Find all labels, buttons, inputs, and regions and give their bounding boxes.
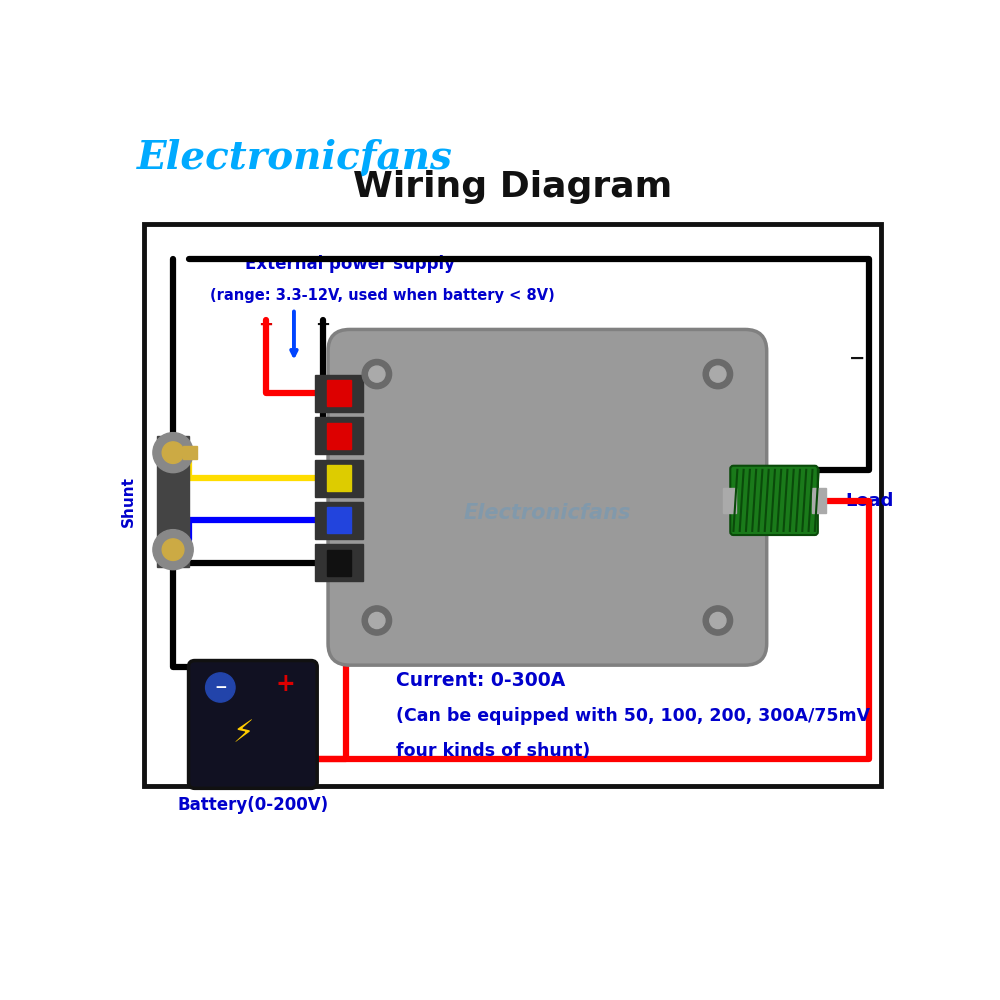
- FancyBboxPatch shape: [730, 466, 818, 535]
- Text: Electronicfans: Electronicfans: [137, 139, 452, 177]
- Circle shape: [710, 366, 726, 382]
- Text: +: +: [259, 316, 274, 334]
- Bar: [749, 470, 778, 524]
- Circle shape: [362, 359, 392, 389]
- Text: (Can be equipped with 50, 100, 200, 300A/75mV: (Can be equipped with 50, 100, 200, 300A…: [396, 707, 870, 725]
- Text: ⚡: ⚡: [233, 719, 254, 748]
- Circle shape: [703, 359, 733, 389]
- Bar: [326, 465, 351, 491]
- Bar: [315, 544, 363, 581]
- Bar: [812, 488, 826, 513]
- Text: −: −: [214, 680, 227, 695]
- Text: +: +: [712, 492, 728, 511]
- Text: (range: 3.3-12V, used when battery < 8V): (range: 3.3-12V, used when battery < 8V): [210, 288, 555, 303]
- Circle shape: [710, 612, 726, 629]
- Text: +: +: [276, 672, 295, 696]
- Circle shape: [369, 366, 385, 382]
- Bar: [315, 460, 363, 497]
- Text: four kinds of shunt): four kinds of shunt): [396, 742, 590, 760]
- Text: Load: Load: [846, 492, 894, 510]
- Bar: [315, 502, 363, 539]
- Bar: [183, 446, 197, 459]
- Bar: [315, 417, 363, 454]
- Circle shape: [369, 612, 385, 629]
- Bar: [326, 550, 351, 576]
- Circle shape: [362, 606, 392, 635]
- Bar: [315, 375, 363, 412]
- Text: −: −: [849, 349, 866, 368]
- Circle shape: [703, 606, 733, 635]
- Bar: [326, 380, 351, 406]
- Bar: [326, 423, 351, 449]
- Circle shape: [153, 433, 193, 473]
- Circle shape: [162, 442, 184, 463]
- Bar: [157, 436, 189, 567]
- Bar: [326, 507, 351, 533]
- Circle shape: [153, 530, 193, 570]
- FancyBboxPatch shape: [189, 661, 317, 788]
- FancyBboxPatch shape: [328, 329, 767, 665]
- Bar: [723, 488, 736, 513]
- Text: Battery(0-200V): Battery(0-200V): [177, 796, 328, 814]
- Text: Wiring Diagram: Wiring Diagram: [353, 170, 672, 204]
- Text: Current: 0-300A: Current: 0-300A: [396, 671, 566, 690]
- Text: −: −: [315, 316, 330, 334]
- Text: External power supply: External power supply: [245, 255, 455, 273]
- Text: Electronicfans: Electronicfans: [464, 503, 631, 523]
- Text: Shunt: Shunt: [121, 476, 136, 527]
- Circle shape: [206, 673, 235, 702]
- Circle shape: [162, 539, 184, 560]
